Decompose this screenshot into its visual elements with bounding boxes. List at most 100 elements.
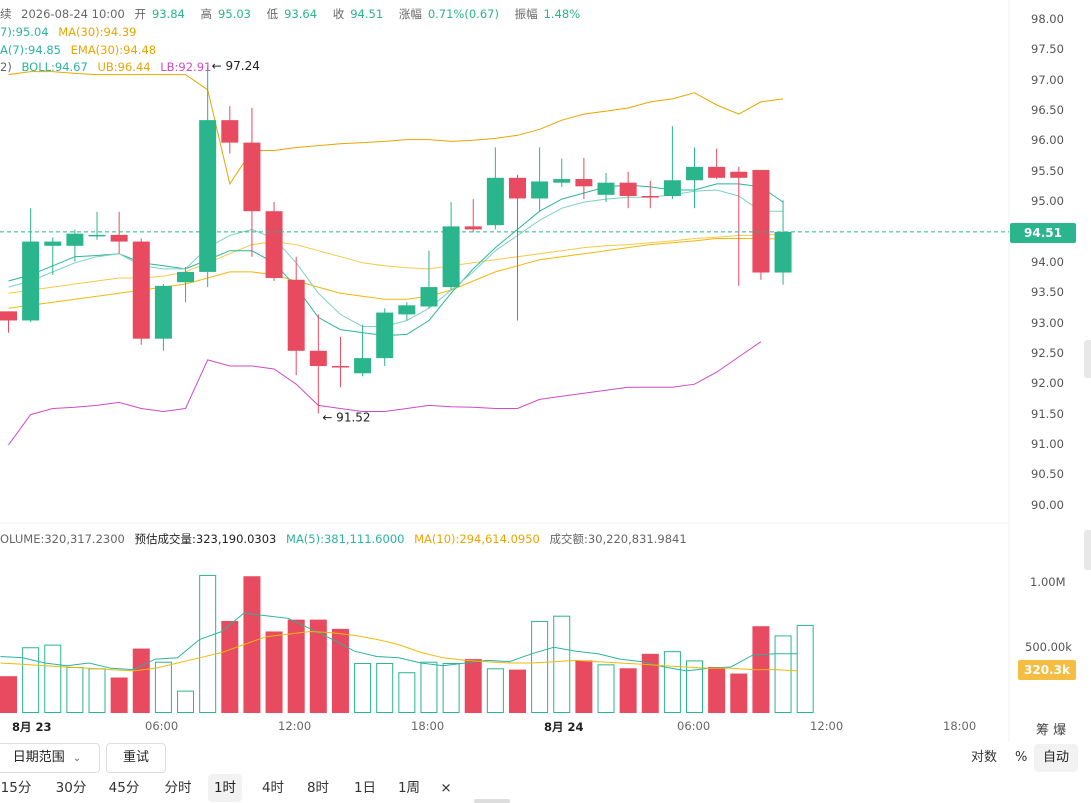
- candle[interactable]: [243, 108, 261, 257]
- time-tick-label: 06:00: [145, 719, 179, 733]
- candle[interactable]: [287, 256, 305, 376]
- candle-body: [331, 365, 349, 368]
- legend-boll: BOLL:94.67: [21, 60, 88, 74]
- legend-ub: UB:96.44: [97, 60, 151, 74]
- candle[interactable]: [575, 157, 593, 200]
- candle[interactable]: [309, 314, 327, 414]
- volume-bar: [730, 673, 748, 713]
- high-marker-label: ← 97.24: [212, 59, 260, 73]
- price-tick-label: 95.50: [1031, 163, 1064, 178]
- candle[interactable]: [88, 211, 106, 240]
- candle[interactable]: [44, 237, 62, 275]
- candle-body: [730, 171, 748, 178]
- legend-open-value: 93.84: [151, 7, 185, 21]
- date-range-dropdown[interactable]: 日期范围 ⌄: [0, 743, 100, 773]
- candle-body: [553, 179, 571, 183]
- volume-tick-1m: 1.00M: [1030, 575, 1066, 589]
- volume-bar: [464, 659, 482, 713]
- candle[interactable]: [376, 308, 394, 366]
- time-tick-label: 18:00: [943, 719, 977, 733]
- volume-bar: [177, 690, 195, 714]
- candle[interactable]: [553, 158, 571, 187]
- candle[interactable]: [486, 147, 504, 230]
- candlestick-chart[interactable]: ← 97.24 ← 91.52: [0, 0, 1091, 742]
- candle[interactable]: [354, 324, 372, 377]
- candle[interactable]: [132, 238, 150, 345]
- candle[interactable]: [619, 171, 637, 209]
- volume-bar: [265, 631, 283, 713]
- candle[interactable]: [265, 202, 283, 282]
- timeframe-button[interactable]: 4时: [261, 780, 285, 796]
- side-resize-handle[interactable]: [1084, 530, 1091, 570]
- log-scale-toggle[interactable]: 对数: [971, 750, 998, 765]
- timeframe-button[interactable]: 30分: [55, 780, 87, 796]
- percent-scale-toggle[interactable]: %: [1015, 750, 1028, 765]
- close-timeframes-icon[interactable]: ×: [440, 780, 452, 796]
- volume-bar: [398, 672, 416, 713]
- price-tick-label: 92.00: [1031, 376, 1064, 391]
- chevron-down-icon: ⌄: [72, 753, 82, 764]
- timeframe-button[interactable]: 1周: [397, 780, 421, 796]
- price-tick-label: 90.50: [1031, 467, 1064, 482]
- legend-open-label: 开: [134, 7, 146, 21]
- side-expand-handle[interactable]: [1084, 340, 1091, 378]
- candle-body: [663, 180, 681, 197]
- ema-legend: A(7):94.85 EMA(30):94.48: [0, 43, 162, 57]
- candle[interactable]: [730, 166, 748, 286]
- candle-body: [641, 196, 659, 198]
- auto-scale-toggle[interactable]: 自动: [1034, 744, 1078, 772]
- candle[interactable]: [199, 66, 217, 288]
- candle[interactable]: [154, 284, 172, 351]
- candle[interactable]: [221, 106, 239, 154]
- volume-bar: [708, 666, 726, 713]
- time-tick-label: 12:00: [810, 719, 844, 733]
- volume-ma5-line: [0, 612, 798, 672]
- candle[interactable]: [663, 126, 681, 200]
- candle-body: [575, 179, 593, 187]
- candle[interactable]: [708, 148, 726, 180]
- candle[interactable]: [531, 147, 549, 212]
- volume-bar: [243, 576, 261, 713]
- candle-body: [442, 226, 460, 288]
- retry-button[interactable]: 重试: [106, 743, 166, 773]
- candle[interactable]: [442, 202, 460, 291]
- price-tick-label: 97.50: [1031, 42, 1064, 57]
- candle[interactable]: [686, 147, 704, 209]
- candle[interactable]: [752, 169, 770, 280]
- candle[interactable]: [66, 229, 84, 262]
- candle-body: [464, 226, 482, 230]
- candle[interactable]: [22, 208, 40, 323]
- legend-close-label: 收: [332, 7, 345, 21]
- candle[interactable]: [597, 172, 615, 203]
- candle[interactable]: [464, 199, 482, 233]
- volume-legend: OLUME:320,317.2300 预估成交量:323,190.0303 MA…: [0, 531, 693, 547]
- candle-body: [287, 279, 305, 351]
- legend-vol-ma10: MA(10):294,614.0950: [414, 532, 540, 546]
- volume-bar: [44, 644, 62, 713]
- timeframe-button[interactable]: 1日: [353, 780, 377, 796]
- ma7-line: [8, 183, 784, 337]
- volume-bar: [774, 635, 792, 713]
- bottom-scroll-handle[interactable]: [474, 799, 510, 803]
- candle[interactable]: [110, 211, 128, 254]
- timeframe-button[interactable]: 15分: [0, 780, 32, 796]
- legend-date: 2026-08-24 10:00: [21, 7, 125, 21]
- timeframe-button[interactable]: 分时: [164, 780, 192, 796]
- candle[interactable]: [331, 336, 349, 388]
- candle[interactable]: [0, 311, 17, 333]
- volume-bar: [199, 574, 217, 713]
- candle[interactable]: [398, 302, 416, 321]
- timeframe-button[interactable]: 1时: [208, 774, 242, 802]
- legend-estimated-volume: 预估成交量:323,190.0303: [134, 532, 277, 546]
- candle[interactable]: [177, 267, 195, 303]
- candle[interactable]: [508, 174, 526, 321]
- candle[interactable]: [420, 250, 438, 309]
- candle[interactable]: [641, 180, 659, 209]
- timeframe-button[interactable]: 8时: [306, 780, 330, 796]
- timeframe-button[interactable]: 45分: [108, 780, 140, 796]
- extra-indicator-icons[interactable]: 筹 爆: [1036, 723, 1067, 738]
- candle[interactable]: [774, 200, 792, 285]
- volume-bar: [88, 668, 106, 713]
- legend-high-label: 高: [200, 7, 213, 21]
- volume-bar: [553, 615, 571, 713]
